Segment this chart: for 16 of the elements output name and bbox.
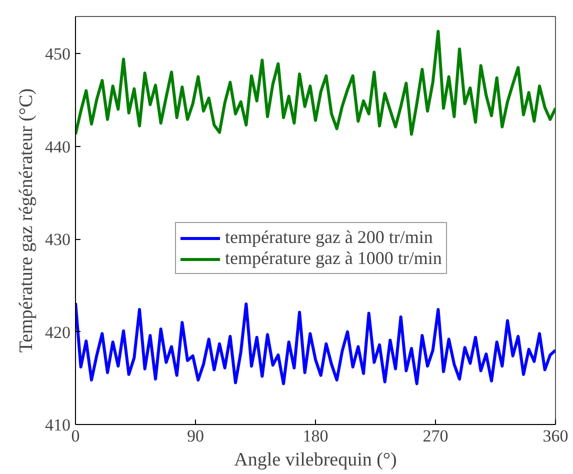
y-tick-label: 450 xyxy=(45,44,70,64)
x-tick-label: 270 xyxy=(422,426,448,446)
line-series xyxy=(76,30,556,136)
legend-label: température gaz à 1000 tr/min xyxy=(225,248,442,269)
x-tick-label: 360 xyxy=(542,426,568,446)
x-tick-label: 90 xyxy=(187,426,204,446)
y-tick-label: 410 xyxy=(45,416,70,434)
x-tick-label: 0 xyxy=(71,426,80,446)
y-tick-label: 420 xyxy=(45,322,70,342)
legend-label: température gaz à 200 tr/min xyxy=(225,227,433,248)
line-series xyxy=(76,302,556,386)
y-tick-label: 440 xyxy=(45,137,70,156)
y-axis-title: Température gaz régénérateur (°C) xyxy=(16,88,37,353)
x-axis-title: Angle vilebrequin (°) xyxy=(234,450,397,470)
x-tick-label: 180 xyxy=(302,426,328,446)
y-tick-label: 430 xyxy=(45,230,70,250)
